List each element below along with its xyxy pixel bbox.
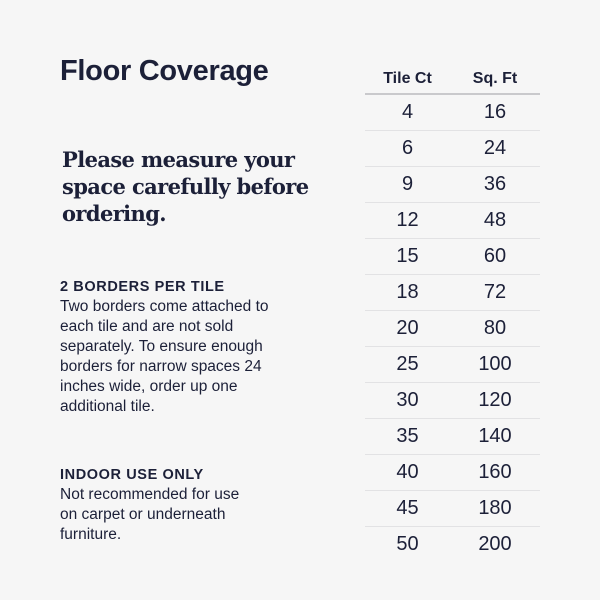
header-square-feet: Sq. Ft xyxy=(472,69,518,87)
table-row: 20 80 xyxy=(365,311,540,347)
table-row: 50 200 xyxy=(365,527,540,562)
cell-square-feet: 140 xyxy=(478,425,512,447)
cell-square-feet: 100 xyxy=(478,353,512,375)
cell-square-feet: 200 xyxy=(478,533,512,555)
cell-tile-count: 20 xyxy=(396,317,419,339)
table-row: 40 160 xyxy=(365,455,540,491)
table-row: 4 16 xyxy=(365,95,540,131)
table-row: 45 180 xyxy=(365,491,540,527)
table-header: Tile Ct Sq. Ft xyxy=(365,64,540,95)
cell-square-feet: 16 xyxy=(483,101,507,123)
page-title: Floor Coverage xyxy=(60,55,269,87)
cell-tile-count: 50 xyxy=(396,533,419,555)
cell-tile-count: 18 xyxy=(396,281,419,303)
cell-square-feet: 120 xyxy=(478,389,512,411)
cell-square-feet: 36 xyxy=(483,173,507,195)
cell-tile-count: 4 xyxy=(401,101,414,123)
table-row: 12 48 xyxy=(365,203,540,239)
section-indoor: INDOOR USE ONLY Not recommended for use … xyxy=(60,465,260,545)
header-tile-count: Tile Ct xyxy=(383,69,432,87)
table-row: 35 140 xyxy=(365,419,540,455)
section-heading: 2 BORDERS PER TILE xyxy=(60,279,225,295)
cell-square-feet: 72 xyxy=(483,281,507,303)
table-row: 6 24 xyxy=(365,131,540,167)
section-body: Not recommended for use on carpet or und… xyxy=(60,486,240,543)
lead-text: Please measure your space carefully befo… xyxy=(62,147,309,226)
cell-tile-count: 45 xyxy=(396,497,419,519)
cell-square-feet: 180 xyxy=(478,497,512,519)
cell-tile-count: 15 xyxy=(396,245,419,267)
cell-tile-count: 25 xyxy=(396,353,419,375)
cell-square-feet: 160 xyxy=(478,461,512,483)
cell-tile-count: 6 xyxy=(401,137,414,159)
section-body: Two borders come attached to each tile a… xyxy=(60,298,269,415)
cell-square-feet: 80 xyxy=(483,317,507,339)
cell-tile-count: 35 xyxy=(396,425,419,447)
cell-tile-count: 12 xyxy=(396,209,419,231)
coverage-table: Tile Ct Sq. Ft 4 16 6 24 9 36 12 48 15 60 18 72 20 80… xyxy=(365,64,540,562)
cell-square-feet: 48 xyxy=(483,209,507,231)
cell-square-feet: 24 xyxy=(483,137,507,159)
table-row: 18 72 xyxy=(365,275,540,311)
cell-tile-count: 9 xyxy=(401,173,414,195)
table-row: 30 120 xyxy=(365,383,540,419)
section-heading: INDOOR USE ONLY xyxy=(60,467,204,483)
cell-square-feet: 60 xyxy=(483,245,507,267)
table-row: 25 100 xyxy=(365,347,540,383)
table-row: 9 36 xyxy=(365,167,540,203)
cell-tile-count: 40 xyxy=(396,461,419,483)
cell-tile-count: 30 xyxy=(396,389,419,411)
table-row: 15 60 xyxy=(365,239,540,275)
section-borders: 2 BORDERS PER TILE Two borders come atta… xyxy=(60,277,300,417)
